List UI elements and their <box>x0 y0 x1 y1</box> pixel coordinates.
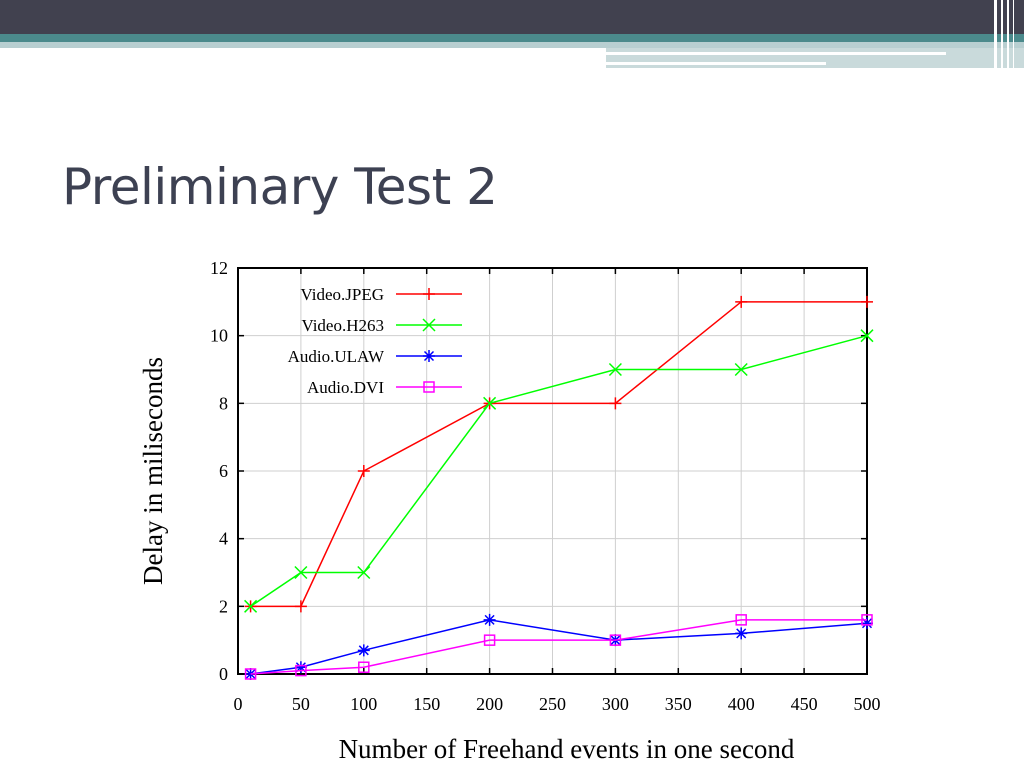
data-point <box>294 661 307 674</box>
data-point <box>423 381 435 393</box>
data-point <box>861 617 873 630</box>
x-tick-label: 50 <box>292 694 310 714</box>
header-edge-bar <box>994 0 997 68</box>
series-video-h263 <box>244 329 874 613</box>
x-axis-label: Number of Freehand events in one second <box>339 734 795 764</box>
y-tick-label: 12 <box>210 258 228 278</box>
header-teal-band <box>0 34 1024 42</box>
series-video-jpeg <box>244 295 873 613</box>
x-tick-label: 100 <box>350 694 377 714</box>
x-tick-label: 150 <box>413 694 440 714</box>
data-point <box>860 329 874 343</box>
header-edge-bar <box>1001 0 1003 68</box>
x-tick-label: 0 <box>234 694 243 714</box>
header-accent-line <box>606 52 946 55</box>
y-tick-label: 4 <box>219 529 228 549</box>
legend-entry: Audio.ULAW <box>288 347 462 366</box>
data-point <box>609 634 622 646</box>
header-dark-band <box>0 0 1024 34</box>
legend-entry: Audio.DVI <box>307 378 462 397</box>
data-point <box>295 664 307 677</box>
header-light-band <box>0 42 1024 48</box>
legend-label: Video.JPEG <box>300 285 384 304</box>
y-axis-label: Delay in miliseconds <box>138 357 168 585</box>
legend-entry: Video.H263 <box>301 316 462 335</box>
data-point <box>734 362 748 377</box>
data-point <box>861 614 873 626</box>
header-edge-bar <box>1007 0 1009 68</box>
chart-legend: Video.JPEG Video.H263 Audio.ULAW Audio.DVI <box>288 285 462 397</box>
data-point <box>244 599 258 613</box>
data-point <box>861 295 873 308</box>
data-point <box>608 362 622 377</box>
y-tick-label: 2 <box>219 596 228 616</box>
data-point <box>735 295 748 308</box>
x-tick-label: 450 <box>791 694 818 714</box>
data-point <box>483 613 496 626</box>
data-point <box>423 288 435 300</box>
header-edge-bar <box>1013 0 1014 68</box>
y-tick-label: 0 <box>219 664 228 684</box>
data-point <box>422 318 436 332</box>
data-point <box>609 397 622 410</box>
data-point <box>357 644 370 657</box>
series-line <box>250 619 868 675</box>
page-title: Preliminary Test 2 <box>62 158 498 216</box>
x-tick-label: 300 <box>602 694 629 714</box>
x-tick-label: 250 <box>539 694 566 714</box>
x-tick-label: 500 <box>854 694 881 714</box>
data-point <box>294 565 308 580</box>
data-point <box>358 661 370 673</box>
y-tick-label: 10 <box>210 326 228 346</box>
data-point <box>244 668 257 680</box>
legend-entry: Video.JPEG <box>300 285 462 304</box>
slide-header-decoration <box>0 0 1024 68</box>
y-tick-label: 8 <box>219 393 228 413</box>
x-tick-label: 350 <box>665 694 692 714</box>
x-tick-label: 400 <box>728 694 755 714</box>
data-point <box>423 350 435 362</box>
data-point <box>294 600 307 613</box>
header-accent-line-2 <box>606 62 826 65</box>
data-point <box>357 465 370 477</box>
x-tick-label: 200 <box>476 694 503 714</box>
series-audio-dvi <box>244 614 873 680</box>
legend-label: Audio.DVI <box>307 378 384 397</box>
data-point <box>483 396 497 410</box>
series-audio-ulaw <box>244 613 873 680</box>
legend-label: Audio.ULAW <box>288 347 385 366</box>
data-point <box>483 634 496 646</box>
data-point <box>735 627 748 640</box>
y-tick-label: 6 <box>219 461 228 481</box>
data-point <box>357 565 371 580</box>
chart-axes: 0 50 100 150 200 250 300 350 400 450 500 0 2 4 6 8 10 12 <box>210 258 881 714</box>
legend-label: Video.H263 <box>301 316 384 335</box>
data-point <box>735 614 747 626</box>
chart-series <box>244 295 874 680</box>
series-line <box>250 619 867 675</box>
